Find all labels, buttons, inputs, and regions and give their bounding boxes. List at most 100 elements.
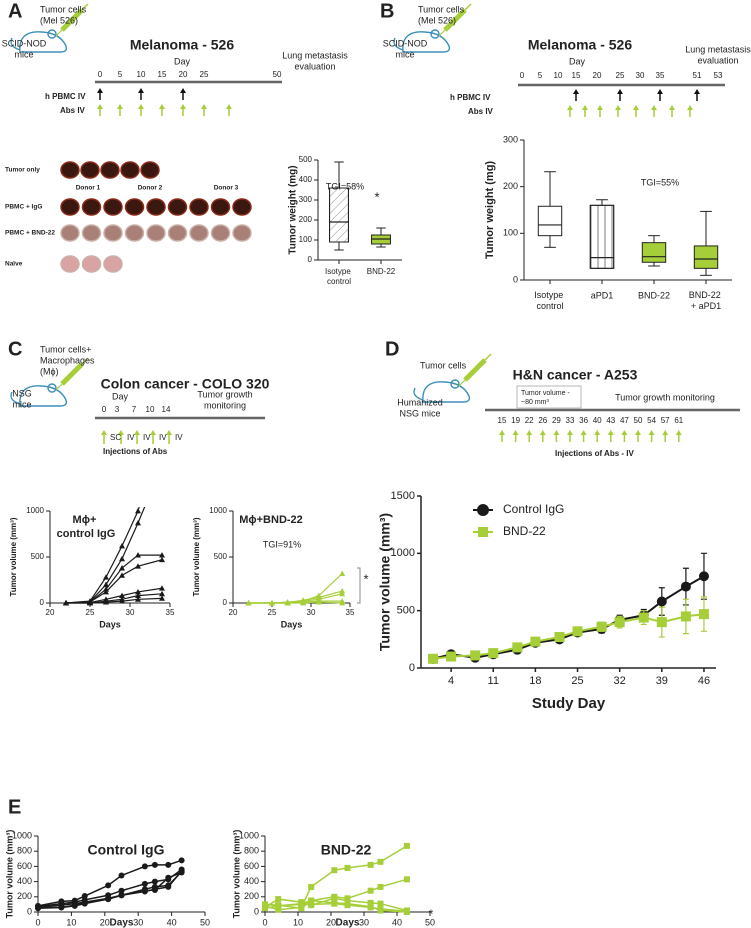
y-tick-label: 0 <box>254 906 259 916</box>
x-tick-label: Isotype control <box>534 290 566 311</box>
x-tick-label: 35 <box>346 608 355 617</box>
series-line <box>37 859 182 907</box>
arrow-head <box>580 430 587 435</box>
y-axis-label: Tumor weight (mg) <box>288 165 299 254</box>
point <box>63 600 69 606</box>
point <box>105 896 112 903</box>
timeline-day: 30 <box>636 71 645 80</box>
text-line: control IgG <box>57 528 116 540</box>
endpoint-label: monitoring <box>204 400 246 410</box>
route-label: IV <box>127 433 135 442</box>
x-tick-label: 20 <box>229 608 238 617</box>
mice-label: mice <box>14 49 33 59</box>
point <box>135 596 141 602</box>
x-tick-label: 30 <box>307 608 316 617</box>
syringe <box>60 362 84 386</box>
lung-photo <box>80 161 100 179</box>
panel-label: E <box>8 796 21 818</box>
point <box>103 574 109 580</box>
point <box>275 906 282 913</box>
route-label: SC <box>110 433 121 442</box>
y-tick-label: 200 <box>17 891 32 901</box>
arrow-head <box>134 430 140 435</box>
timeline-day: 57 <box>661 416 670 425</box>
point <box>119 572 125 578</box>
arrow-head <box>657 89 663 94</box>
point <box>135 552 141 558</box>
timeline-day: 25 <box>616 71 625 80</box>
timeline-day: 3 <box>115 405 120 414</box>
group-label: Naïve <box>5 261 23 268</box>
lung-photo <box>103 255 123 273</box>
y-tick-label: 500 <box>214 552 228 561</box>
plot-area <box>428 552 709 664</box>
point <box>159 556 165 563</box>
syringe <box>60 8 84 32</box>
timeline-day: 5 <box>538 71 543 80</box>
timeline-day: 51 <box>693 71 702 80</box>
timeline-day: 22 <box>525 416 534 425</box>
syringe-plunger <box>81 3 89 11</box>
x-tick-label: 4 <box>448 675 454 687</box>
box <box>693 245 719 269</box>
point <box>275 896 282 903</box>
arrow-head <box>118 430 124 435</box>
arrow-head <box>597 105 603 110</box>
timeline-day: 0 <box>520 71 525 80</box>
point <box>87 600 93 606</box>
x-tick-label: 20 <box>46 608 55 617</box>
point <box>377 858 384 865</box>
timeline-day: 36 <box>579 416 588 425</box>
point <box>596 621 607 632</box>
legend-marker <box>477 504 489 516</box>
schematic-title: H&N cancer - A253 <box>513 367 638 383</box>
arrow-head <box>117 104 123 109</box>
y-tick-label: 200 <box>299 215 313 224</box>
timeline-day: 25 <box>200 70 209 79</box>
cells-label: Tumor cells <box>40 4 87 14</box>
x-axis-label: Days <box>281 619 303 629</box>
y-tick-label: 1500 <box>391 490 415 502</box>
point <box>339 600 346 606</box>
arrow-head <box>669 105 675 110</box>
point <box>403 908 410 915</box>
text-line: Mϕ+ <box>73 514 100 526</box>
arrow-head <box>150 430 156 435</box>
point <box>656 596 667 607</box>
arrow-head <box>567 430 573 435</box>
plot-area <box>262 842 410 915</box>
lung-photo <box>120 161 140 179</box>
x-tick-label: 10 <box>66 917 76 927</box>
series-line <box>248 573 343 604</box>
point <box>530 636 541 647</box>
box <box>641 242 667 263</box>
x-tick-label: 20 <box>326 917 336 927</box>
lung-photo <box>60 224 80 242</box>
x-tick-label: 46 <box>698 675 710 687</box>
endpoint-label: evaluation <box>294 61 335 71</box>
mouse-ear <box>450 379 460 389</box>
point <box>58 904 65 911</box>
point <box>377 900 384 907</box>
row-label: Injections of Abs <box>103 447 168 456</box>
group-label: Tumor only <box>5 167 40 174</box>
arrow-head <box>499 430 505 435</box>
note-box <box>516 385 582 409</box>
point <box>554 632 565 643</box>
y-tick-label: 1000 <box>239 830 259 840</box>
timeline-day: 53 <box>714 71 723 80</box>
day-label: Day <box>569 56 586 66</box>
x-tick-label: 30 <box>359 917 369 927</box>
point <box>377 883 384 890</box>
text-line: control <box>536 301 563 311</box>
timeline-day: 50 <box>273 70 282 79</box>
timeline-day: 26 <box>538 416 547 425</box>
y-tick-label: 1000 <box>209 506 227 515</box>
point <box>151 861 158 868</box>
timeline-day: 15 <box>158 70 167 79</box>
x-axis-label: Days <box>336 918 360 928</box>
y-tick-label: 400 <box>244 876 259 886</box>
day-label: Day <box>112 391 129 401</box>
point <box>403 876 410 883</box>
